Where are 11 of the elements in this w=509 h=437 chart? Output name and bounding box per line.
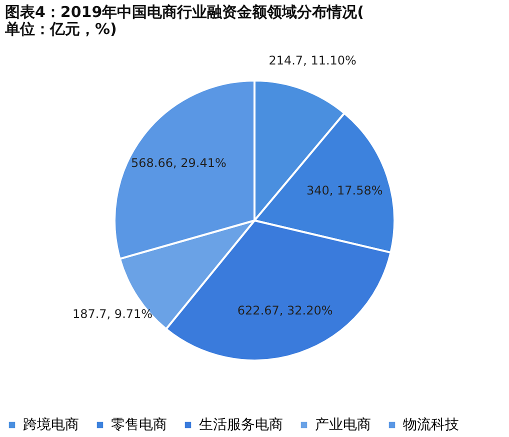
data-label: 340, 17.58% [306, 184, 383, 198]
data-label: 622.67, 32.20% [237, 303, 333, 318]
legend-label: 跨境电商 [23, 417, 79, 433]
data-label: 214.7, 11.10% [268, 54, 356, 68]
legend-label: 物流科技 [403, 417, 459, 433]
legend-label: 产业电商 [315, 417, 371, 433]
data-label: 187.7, 9.71% [72, 306, 153, 321]
data-label: 568.66, 29.41% [131, 156, 226, 170]
legend-label: 零售电商 [111, 417, 167, 433]
chart-title: 图表4：2019年中国电商行业融资金额领域分布情况(单位：亿元，%) [4, 3, 364, 38]
legend-label: 生活服务电商 [199, 417, 283, 433]
